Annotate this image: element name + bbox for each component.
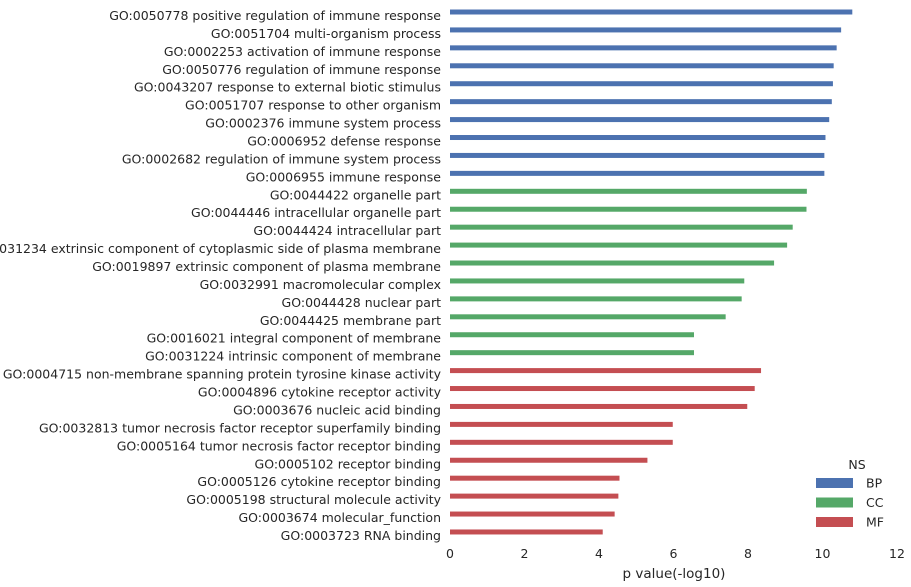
category-label: GO:0003674 molecular_function <box>238 510 441 525</box>
category-label: GO:0004715 non-membrane spanning protein… <box>3 367 442 382</box>
x-axis-ticks: 0 2 4 6 8 10 12 <box>446 546 905 561</box>
legend-label: BP <box>866 476 883 491</box>
bar <box>450 493 619 499</box>
category-label: GO:0003723 RNA binding <box>281 528 441 543</box>
category-label: GO:0044428 nuclear part <box>282 295 442 310</box>
bar <box>450 81 833 87</box>
legend-swatch <box>816 478 853 488</box>
bar <box>450 350 694 356</box>
category-label: GO:0050776 regulation of immune response <box>162 62 441 77</box>
category-label: GO:0032991 macromolecular complex <box>200 277 441 292</box>
x-tick-label: 6 <box>670 546 678 561</box>
bar <box>450 475 620 481</box>
category-label: GO:0005198 structural molecule activity <box>186 492 441 507</box>
category-label: GO:0005126 cytokine receptor binding <box>197 474 441 489</box>
legend-swatch <box>816 497 853 508</box>
category-label: GO:0016021 integral component of membran… <box>147 331 442 346</box>
category-label: GO:0044446 intracellular organelle part <box>191 205 441 220</box>
bar <box>450 45 837 51</box>
bar <box>450 99 832 105</box>
category-label: GO:0044424 intracellular part <box>253 223 441 238</box>
x-tick-label: 2 <box>521 546 529 561</box>
legend-title: NS <box>848 457 865 472</box>
bars <box>450 9 853 535</box>
x-tick-label: 4 <box>595 546 603 561</box>
bar <box>450 296 742 302</box>
category-label: GO:0004896 cytokine receptor activity <box>198 385 442 400</box>
x-tick-label: 10 <box>815 546 831 561</box>
legend-label: MF <box>866 515 884 530</box>
bar <box>450 386 755 392</box>
category-label: GO:0044422 organelle part <box>270 187 441 202</box>
category-label: GO:0050778 positive regulation of immune… <box>109 8 441 23</box>
category-label: GO:0032813 tumor necrosis factor recepto… <box>39 420 441 435</box>
bar <box>450 206 807 212</box>
x-tick-label: 0 <box>446 546 454 561</box>
category-label: GO:0044425 membrane part <box>260 313 441 328</box>
bar <box>450 332 694 338</box>
x-axis-title: p value(-log10) <box>623 566 726 582</box>
category-label: GO:0005164 tumor necrosis factor recepto… <box>117 438 441 453</box>
legend-swatch <box>816 517 853 527</box>
category-label: GO:0019897 extrinsic component of plasma… <box>92 259 441 274</box>
category-label: GO:0003676 nucleic acid binding <box>233 402 441 417</box>
bar <box>450 117 830 123</box>
bar <box>450 63 834 69</box>
bar <box>450 403 748 409</box>
bar <box>450 529 603 535</box>
bar <box>450 135 826 141</box>
category-label: GO:0051707 response to other organism <box>185 98 441 113</box>
bar <box>450 260 775 266</box>
category-label: GO:0051704 multi-organism process <box>211 26 441 41</box>
category-label: GO:0002376 immune system process <box>205 116 441 131</box>
bar <box>450 242 788 248</box>
bar <box>450 368 762 374</box>
category-label: GO:0005102 receptor binding <box>255 456 441 471</box>
bar <box>450 457 648 463</box>
bar <box>450 9 853 15</box>
bar <box>450 314 726 320</box>
category-label: GO:0043207 response to external biotic s… <box>134 80 441 95</box>
category-label: GO:0002253 activation of immune response <box>164 44 441 59</box>
bar <box>450 439 673 445</box>
x-tick-label: 12 <box>889 546 905 561</box>
bar <box>450 27 842 33</box>
category-label: GO:0006955 immune response <box>246 169 442 184</box>
bar <box>450 170 825 176</box>
bar <box>450 188 807 194</box>
bar <box>450 152 825 158</box>
category-label: GO:0031234 extrinsic component of cytopl… <box>0 241 441 256</box>
category-label: GO:0002682 regulation of immune system p… <box>122 151 441 166</box>
category-label: GO:0006952 defense response <box>247 134 441 149</box>
category-labels: GO:0050778 positive regulation of immune… <box>0 8 442 543</box>
category-label: GO:0031224 intrinsic component of membra… <box>145 349 441 364</box>
bar <box>450 421 673 427</box>
legend-label: CC <box>866 495 884 510</box>
x-tick-label: 8 <box>744 546 752 561</box>
bar <box>450 278 745 284</box>
legend: NS BP CC MF <box>816 457 884 530</box>
bar <box>450 224 793 230</box>
bar <box>450 511 615 517</box>
